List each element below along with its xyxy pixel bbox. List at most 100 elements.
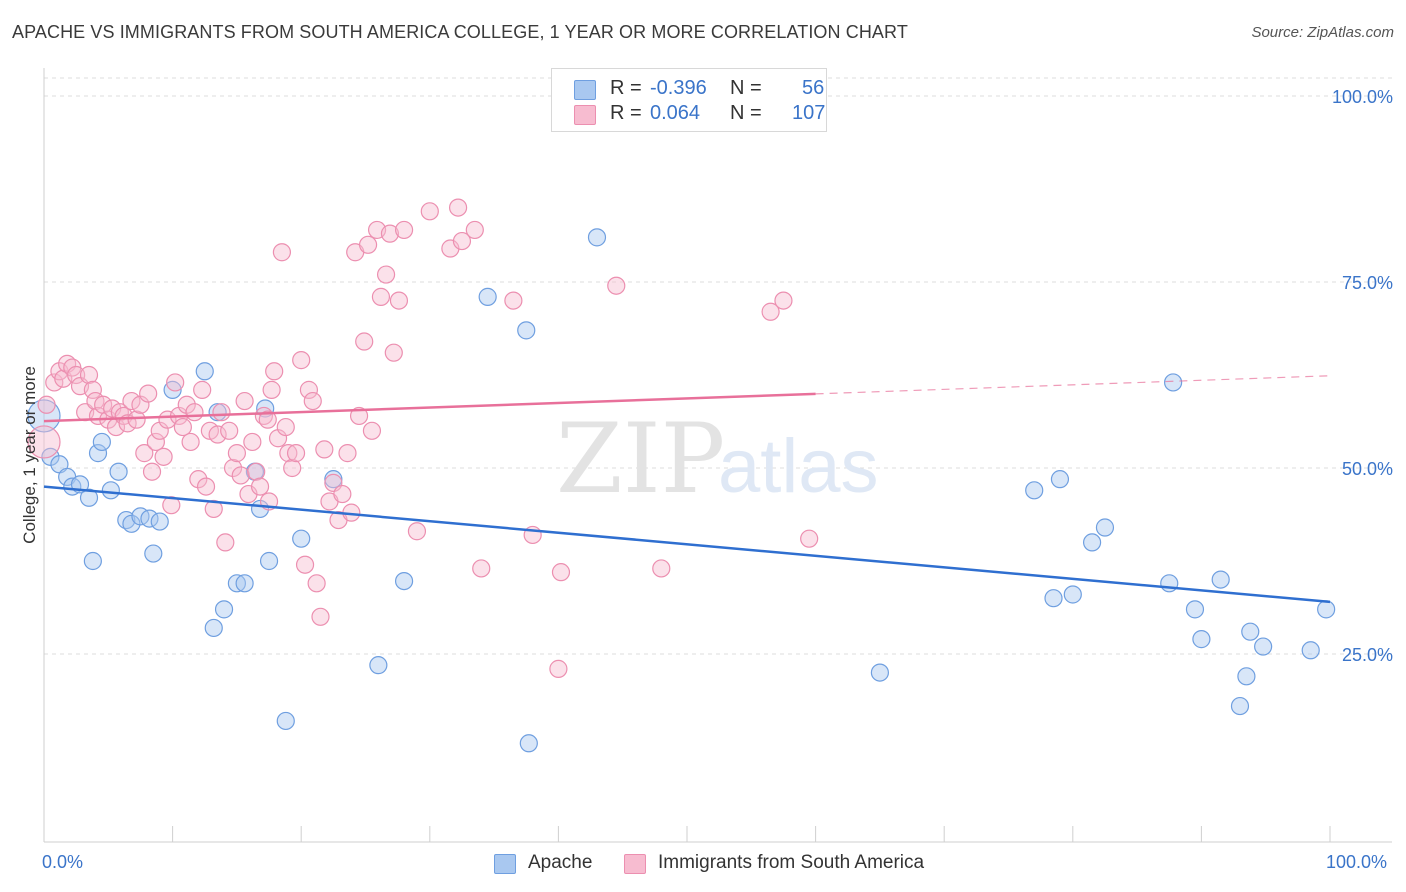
bottom-legend-swatch-apache xyxy=(494,854,516,874)
legend-n-value: 56 xyxy=(802,77,825,99)
apache-point xyxy=(1211,570,1230,589)
apache-point xyxy=(163,380,182,399)
immigrants-point xyxy=(45,373,64,392)
immigrants-point xyxy=(452,231,472,251)
chart-title: APACHE VS IMMIGRANTS FROM SOUTH AMERICA … xyxy=(12,22,908,42)
legend-n-label: N = xyxy=(730,102,762,124)
immigrants-point xyxy=(83,380,102,399)
apache-point xyxy=(259,551,279,571)
apache-point xyxy=(1044,589,1063,608)
y-axis-label: College, 1 year or more xyxy=(20,366,39,544)
immigrants-point xyxy=(243,432,262,452)
immigrants-point xyxy=(67,365,86,385)
immigrants-point xyxy=(349,406,369,426)
immigrants-point xyxy=(307,574,326,593)
apache-point xyxy=(1254,637,1273,656)
immigrants-point xyxy=(208,425,227,444)
axes xyxy=(43,68,1392,843)
immigrants-point xyxy=(204,499,223,519)
immigrants-point xyxy=(173,417,192,437)
immigrants-trend-line-extension xyxy=(815,375,1331,395)
apache-point xyxy=(195,362,214,381)
apache-point xyxy=(1025,481,1044,500)
apache-point xyxy=(208,403,227,422)
immigrants-point xyxy=(212,403,231,422)
bottom-legend-label-immigrants: Immigrants from South America xyxy=(658,852,925,873)
apache-point xyxy=(517,321,536,340)
immigrants-point xyxy=(185,403,204,422)
immigrants-point xyxy=(177,395,196,414)
apache-point xyxy=(1192,630,1211,649)
apache-point xyxy=(235,574,254,593)
source-label: Source: ZipAtlas.com xyxy=(1251,24,1394,41)
immigrants-point xyxy=(122,391,141,411)
immigrants-point xyxy=(227,444,246,463)
immigrants-point xyxy=(761,302,780,321)
apache-point xyxy=(144,544,163,563)
immigrants-point xyxy=(265,362,284,381)
immigrants-point xyxy=(371,287,391,306)
apache-point xyxy=(1164,373,1183,392)
x-tick-label-min: 0.0% xyxy=(42,852,84,872)
bottom-legend-swatch-immigrants xyxy=(624,854,646,874)
immigrants-point xyxy=(286,444,306,463)
apache-point xyxy=(519,734,538,753)
immigrants-point xyxy=(504,291,523,310)
y-tick-label: 100.0% xyxy=(1332,87,1393,107)
legend-swatch-apache xyxy=(574,80,596,100)
immigrants-point xyxy=(235,391,254,411)
immigrants-point xyxy=(774,291,793,310)
apache-point xyxy=(1301,641,1320,660)
apache-point xyxy=(1230,696,1250,716)
immigrants-point xyxy=(135,444,154,463)
immigrants-point xyxy=(389,291,409,310)
apache-point xyxy=(870,663,890,682)
y-tick-label: 25.0% xyxy=(1342,645,1393,665)
immigrants-point xyxy=(37,395,56,414)
apache-point xyxy=(83,551,102,571)
immigrants-point xyxy=(142,462,162,481)
immigrants-point xyxy=(193,380,212,399)
immigrants-point xyxy=(196,477,216,496)
legend-r-label: R = xyxy=(610,77,642,99)
immigrants-trend-line xyxy=(43,392,816,423)
apache-point xyxy=(214,600,234,619)
y-tick-labels: 100.0% 75.0% 50.0% 25.0% xyxy=(1332,87,1393,665)
immigrants-point xyxy=(376,265,396,284)
immigrants-point xyxy=(448,198,468,217)
apache-point xyxy=(1095,518,1115,537)
apache-point xyxy=(478,287,497,306)
y-tick-label: 75.0% xyxy=(1342,273,1393,293)
immigrants-point xyxy=(311,607,330,626)
immigrants-point xyxy=(276,417,295,437)
x-tick-label-max: 100.0% xyxy=(1326,852,1388,872)
apache-point xyxy=(79,488,99,507)
apache-point xyxy=(276,711,295,731)
apache-point xyxy=(150,512,169,531)
immigrants-point xyxy=(162,496,181,515)
immigrants-point xyxy=(258,410,277,429)
apache-point xyxy=(204,618,223,638)
correlation-legend: R = -0.396 N = 56 R = 0.064 N = 107 xyxy=(551,68,827,132)
immigrants-point xyxy=(279,444,298,463)
immigrants-point xyxy=(315,440,334,459)
apache-point xyxy=(369,656,388,675)
immigrants-point xyxy=(800,529,819,548)
apache-point xyxy=(1317,600,1336,619)
apache-point xyxy=(27,399,61,433)
apache-point xyxy=(140,509,159,528)
immigrants-point xyxy=(465,220,484,240)
immigrants-point xyxy=(181,432,200,452)
immigrants-point xyxy=(358,235,378,254)
immigrants-point xyxy=(299,380,319,399)
data-points xyxy=(27,198,1336,753)
apache-point xyxy=(394,571,414,591)
immigrants-point xyxy=(384,343,403,362)
legend-r-value: -0.396 xyxy=(650,77,707,99)
immigrants-point xyxy=(303,391,322,411)
immigrants-point xyxy=(292,351,311,370)
apache-trend-line xyxy=(43,485,1331,604)
legend-r-label: R = xyxy=(610,102,642,124)
immigrants-point xyxy=(283,458,302,478)
